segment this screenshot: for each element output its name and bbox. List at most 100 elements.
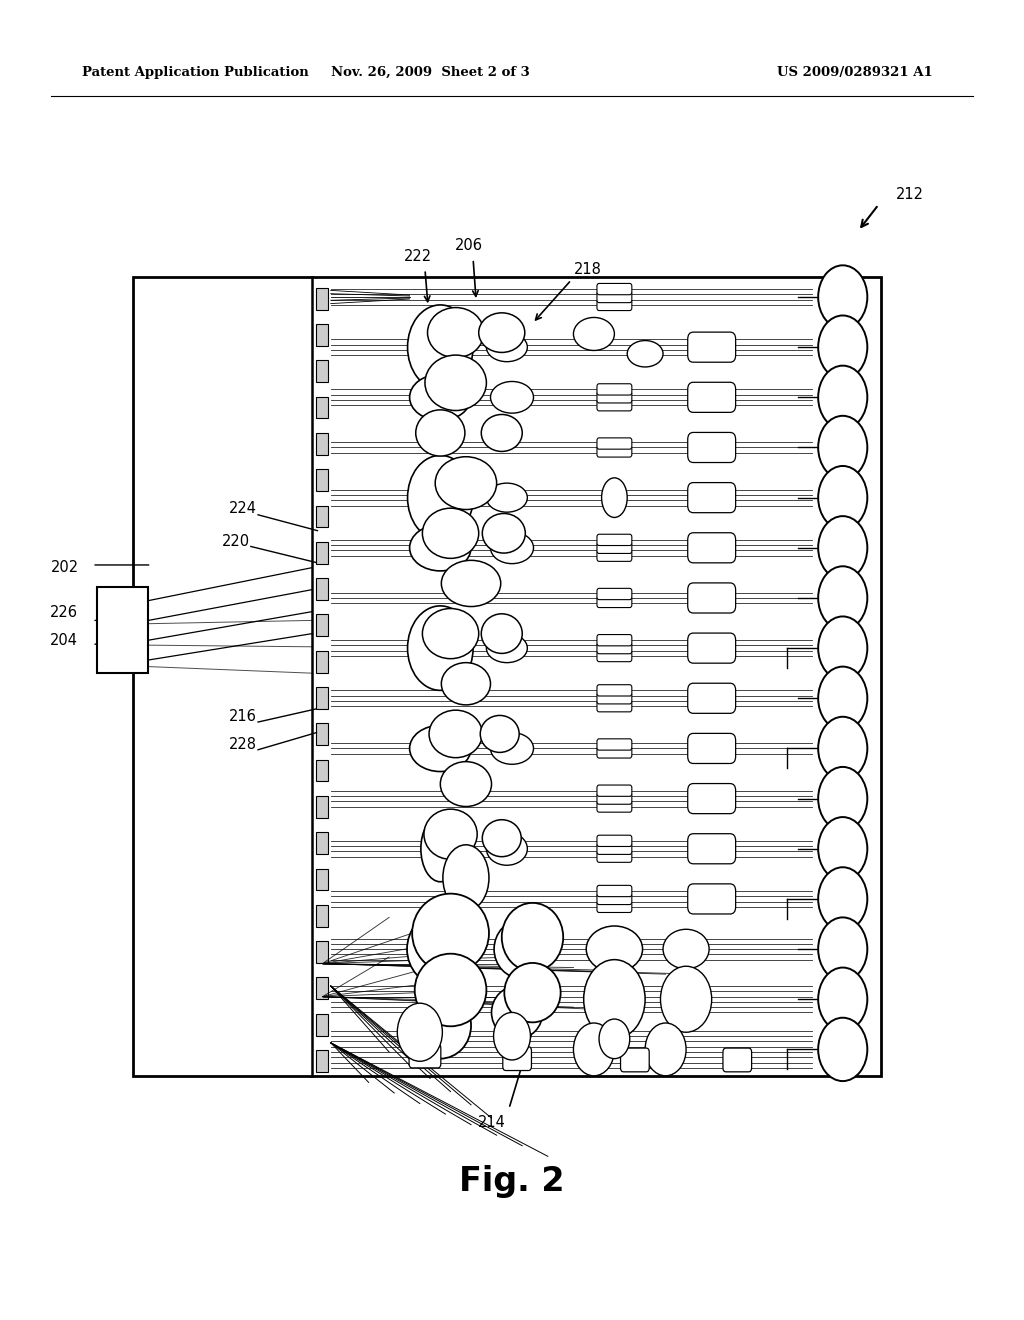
Bar <box>316 615 328 636</box>
Ellipse shape <box>410 725 471 771</box>
FancyBboxPatch shape <box>597 894 632 904</box>
FancyBboxPatch shape <box>688 734 735 763</box>
Circle shape <box>818 315 867 379</box>
Bar <box>316 578 328 599</box>
Ellipse shape <box>416 409 465 455</box>
Text: 228: 228 <box>229 737 257 752</box>
Text: 214: 214 <box>477 1115 506 1130</box>
Ellipse shape <box>478 313 524 352</box>
Ellipse shape <box>482 513 525 553</box>
Ellipse shape <box>481 614 522 653</box>
Ellipse shape <box>428 308 484 358</box>
Bar <box>316 433 328 454</box>
Ellipse shape <box>494 919 551 979</box>
FancyBboxPatch shape <box>688 834 735 863</box>
Circle shape <box>818 968 867 1031</box>
FancyBboxPatch shape <box>597 284 632 294</box>
Ellipse shape <box>407 913 473 985</box>
FancyBboxPatch shape <box>597 785 632 796</box>
Ellipse shape <box>440 762 492 807</box>
Text: 226: 226 <box>50 605 78 620</box>
Ellipse shape <box>429 710 482 758</box>
Ellipse shape <box>586 927 643 972</box>
Text: 224: 224 <box>229 500 257 516</box>
FancyBboxPatch shape <box>688 533 735 562</box>
Ellipse shape <box>573 318 614 351</box>
FancyBboxPatch shape <box>597 446 632 457</box>
Text: 202: 202 <box>51 560 79 576</box>
Bar <box>316 470 328 491</box>
Circle shape <box>818 867 867 931</box>
Bar <box>316 506 328 528</box>
FancyBboxPatch shape <box>621 1048 649 1072</box>
Circle shape <box>397 1003 442 1061</box>
Text: 216: 216 <box>229 709 257 725</box>
FancyBboxPatch shape <box>597 793 632 804</box>
Bar <box>316 541 328 564</box>
Circle shape <box>408 455 473 540</box>
FancyBboxPatch shape <box>597 597 632 607</box>
FancyBboxPatch shape <box>597 384 632 395</box>
FancyBboxPatch shape <box>597 651 632 661</box>
Text: 206: 206 <box>455 239 483 253</box>
Circle shape <box>818 767 867 830</box>
Ellipse shape <box>486 333 527 362</box>
Ellipse shape <box>425 355 486 411</box>
FancyBboxPatch shape <box>597 701 632 711</box>
FancyBboxPatch shape <box>597 843 632 854</box>
Bar <box>97 587 148 673</box>
Circle shape <box>599 1019 630 1059</box>
Circle shape <box>494 1012 530 1060</box>
Ellipse shape <box>601 478 627 517</box>
Text: Nov. 26, 2009  Sheet 2 of 3: Nov. 26, 2009 Sheet 2 of 3 <box>331 66 529 79</box>
Circle shape <box>818 817 867 880</box>
FancyBboxPatch shape <box>597 801 632 812</box>
FancyBboxPatch shape <box>723 1048 752 1072</box>
Text: 204: 204 <box>50 632 78 648</box>
Ellipse shape <box>490 381 534 413</box>
Ellipse shape <box>415 953 486 1027</box>
Ellipse shape <box>490 733 534 764</box>
FancyBboxPatch shape <box>597 550 632 561</box>
FancyBboxPatch shape <box>688 784 735 813</box>
FancyBboxPatch shape <box>597 747 632 758</box>
Text: 212: 212 <box>896 186 924 202</box>
FancyBboxPatch shape <box>597 851 632 862</box>
Text: Patent Application Publication: Patent Application Publication <box>82 66 308 79</box>
Ellipse shape <box>421 816 460 882</box>
Ellipse shape <box>504 964 561 1022</box>
FancyBboxPatch shape <box>597 535 632 545</box>
Ellipse shape <box>480 715 519 752</box>
Ellipse shape <box>412 894 489 973</box>
Bar <box>316 906 328 927</box>
FancyBboxPatch shape <box>597 543 632 553</box>
Circle shape <box>573 1023 614 1076</box>
Ellipse shape <box>422 508 479 558</box>
FancyBboxPatch shape <box>597 902 632 912</box>
FancyBboxPatch shape <box>688 884 735 913</box>
FancyBboxPatch shape <box>597 643 632 653</box>
FancyBboxPatch shape <box>597 886 632 896</box>
Ellipse shape <box>664 929 709 969</box>
Circle shape <box>818 516 867 579</box>
Ellipse shape <box>435 457 497 510</box>
Ellipse shape <box>492 986 543 1039</box>
Circle shape <box>818 466 867 529</box>
Ellipse shape <box>486 483 527 512</box>
FancyBboxPatch shape <box>597 693 632 704</box>
Bar <box>316 686 328 709</box>
Circle shape <box>818 616 867 680</box>
Circle shape <box>818 717 867 780</box>
Ellipse shape <box>410 524 471 572</box>
Ellipse shape <box>442 845 489 911</box>
Text: Fig. 2: Fig. 2 <box>459 1166 565 1199</box>
Circle shape <box>818 416 867 479</box>
Ellipse shape <box>486 634 527 663</box>
Bar <box>316 288 328 310</box>
Bar <box>316 323 328 346</box>
Ellipse shape <box>486 832 527 866</box>
FancyBboxPatch shape <box>688 483 735 512</box>
Ellipse shape <box>481 414 522 451</box>
Ellipse shape <box>502 903 563 972</box>
FancyBboxPatch shape <box>409 1044 440 1068</box>
